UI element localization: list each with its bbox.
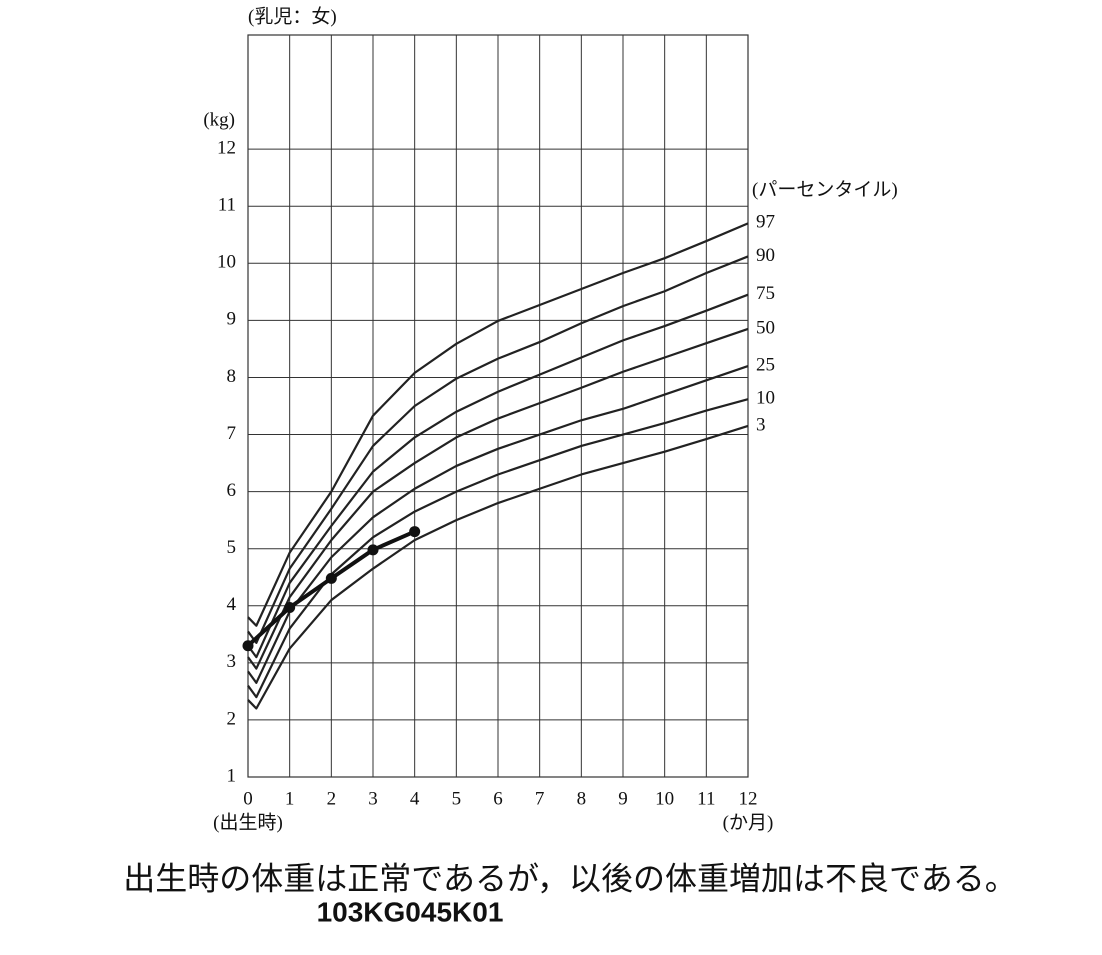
y-tick-label: 6 <box>227 480 237 501</box>
point <box>325 572 337 584</box>
line <box>247 327 749 670</box>
x-tick-label: 1 <box>285 788 295 809</box>
legend-label: 90 <box>756 245 775 266</box>
x-tick-label: 2 <box>327 788 337 809</box>
legend-label: 50 <box>756 317 775 338</box>
legend-label: 10 <box>756 388 775 409</box>
line <box>247 293 749 659</box>
legend-title: (パーセンタイル) <box>752 178 898 200</box>
legend-label: 3 <box>756 414 766 435</box>
line <box>247 255 749 644</box>
y-tick-label: 8 <box>227 366 237 387</box>
y-tick-label: 2 <box>227 708 237 729</box>
x-origin-label: (出生時) <box>213 811 283 833</box>
y-tick-label: 1 <box>227 765 237 786</box>
x-axis-label: (か月) <box>723 812 774 833</box>
x-tick-label: 10 <box>655 788 674 809</box>
point <box>367 544 379 556</box>
x-tick-label: 4 <box>410 788 420 809</box>
x-tick-label: 0 <box>243 788 253 809</box>
x-tick-label: 12 <box>739 788 758 809</box>
y-tick-label: 4 <box>227 594 237 615</box>
x-tick-label: 7 <box>535 788 545 809</box>
legend-label: 75 <box>756 283 775 304</box>
point <box>242 640 254 652</box>
legend-label: 97 <box>756 212 775 233</box>
caption: 出生時の体重は正常であるが，以後の体重増加は不良である。 <box>123 860 1016 896</box>
y-tick-label: 9 <box>227 309 237 330</box>
line <box>247 398 749 699</box>
y-tick-label: 5 <box>227 537 237 558</box>
y-tick-label: 7 <box>227 423 237 444</box>
line <box>247 424 749 710</box>
y-tick-label: 12 <box>217 138 236 159</box>
x-tick-label: 3 <box>368 788 378 809</box>
point <box>409 526 421 538</box>
code: 103KG045K01 <box>317 896 504 927</box>
chart-subtitle: (乳児：女) <box>248 5 337 27</box>
x-tick-label: 9 <box>618 788 628 809</box>
line <box>247 222 749 627</box>
x-tick-label: 5 <box>452 788 462 809</box>
point <box>284 601 296 613</box>
x-tick-label: 6 <box>493 788 503 809</box>
legend-label: 25 <box>756 354 775 375</box>
y-axis-label: (kg) <box>203 109 235 130</box>
y-tick-label: 11 <box>218 195 236 216</box>
y-tick-label: 10 <box>217 252 236 273</box>
x-tick-label: 11 <box>697 788 715 809</box>
y-tick-label: 3 <box>227 651 237 672</box>
x-tick-label: 8 <box>577 788 587 809</box>
